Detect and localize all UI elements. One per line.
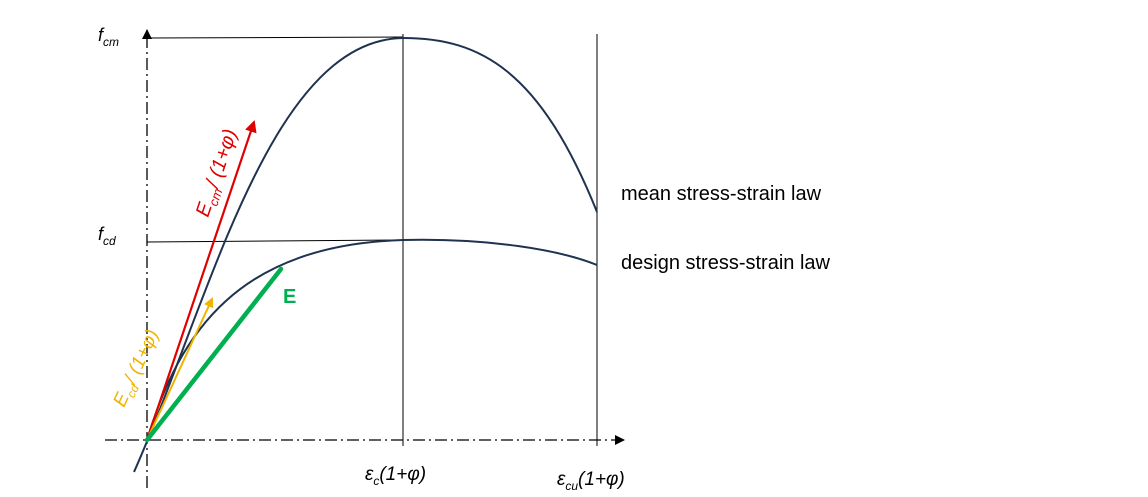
ecd-tangent-arrow bbox=[146, 297, 214, 441]
fcd-leader-line bbox=[146, 239, 404, 243]
axes bbox=[105, 29, 625, 488]
fcm-label: fcm bbox=[98, 25, 119, 49]
ecu-label: εcu(1+φ) bbox=[557, 469, 625, 492]
ecd-label: Ecd/ (1+φ) bbox=[109, 326, 166, 411]
fcd-label: fcd bbox=[98, 224, 116, 248]
fcm-leader-line bbox=[146, 36, 404, 39]
design-law-label: design stress-strain law bbox=[621, 252, 831, 274]
mean-stress-strain-curve bbox=[133, 36, 598, 473]
design-stress-strain-curve bbox=[146, 238, 598, 441]
e-secant-line bbox=[144, 266, 284, 443]
ecm-tangent-arrow bbox=[145, 120, 257, 441]
e-label: E bbox=[283, 286, 296, 308]
mean-law-label: mean stress-strain law bbox=[621, 183, 822, 205]
ec-label: εc(1+φ) bbox=[365, 464, 426, 488]
